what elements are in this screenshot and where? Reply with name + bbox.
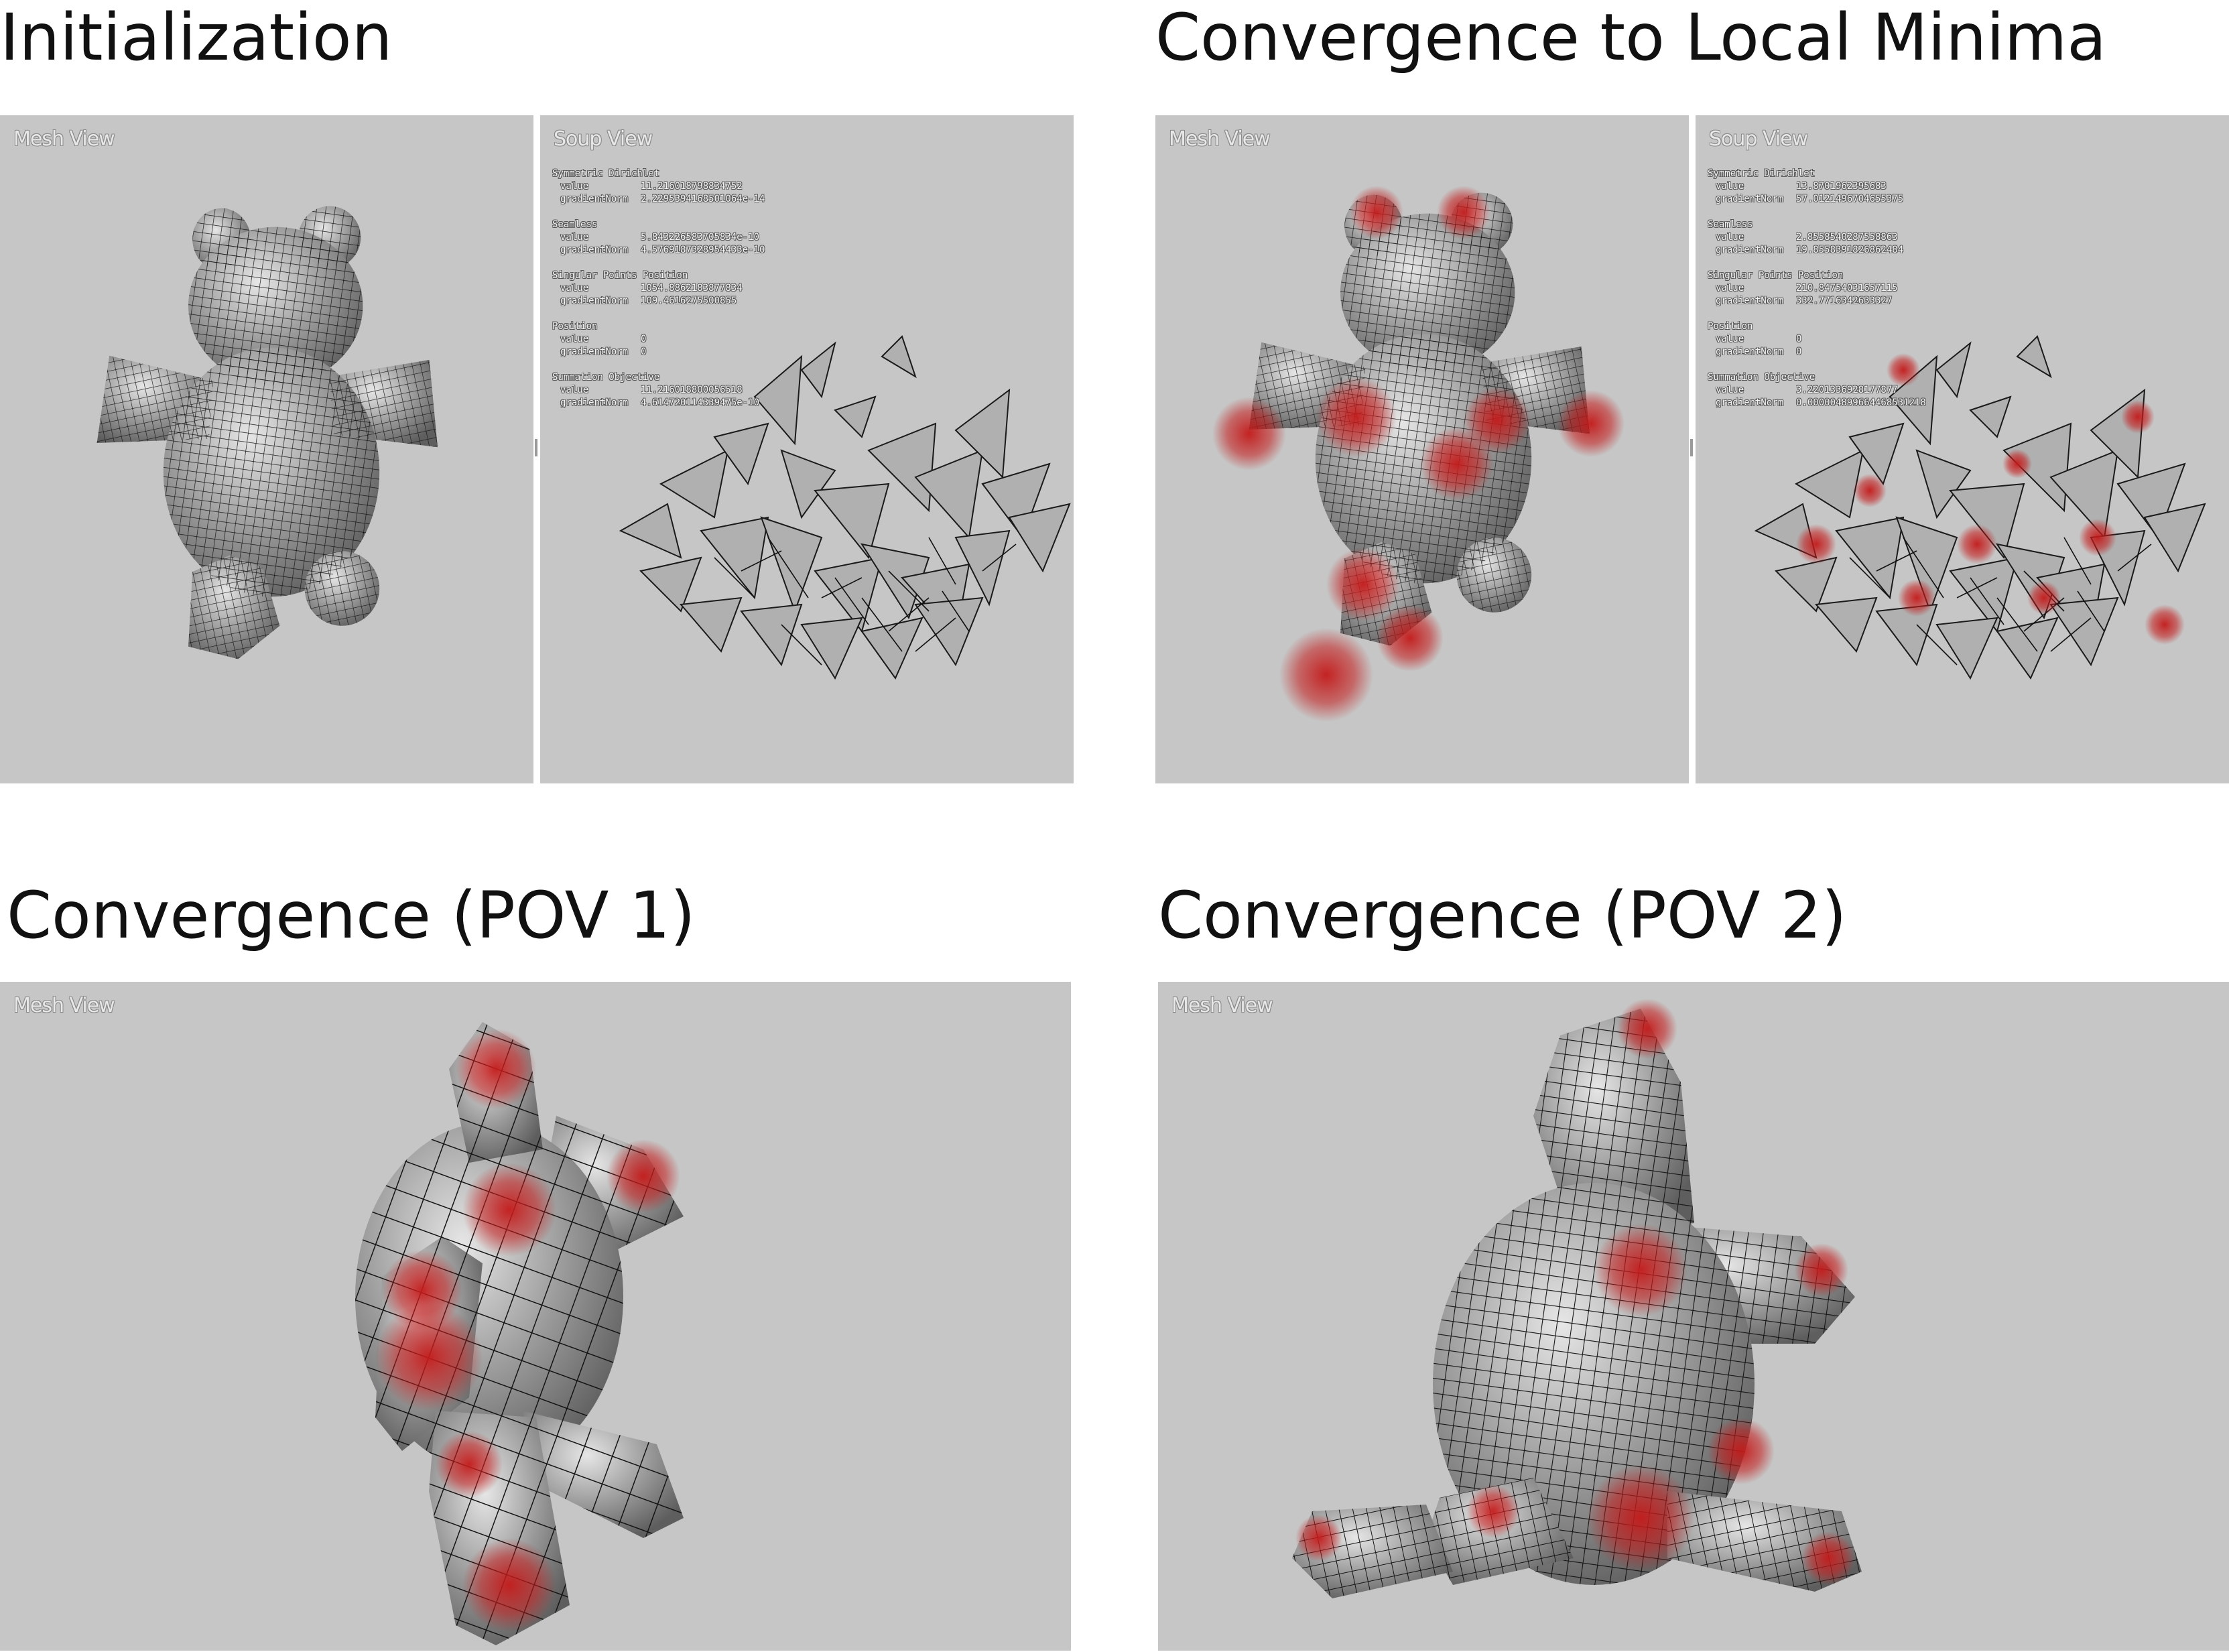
title-pov2: Convergence (POV 2)	[1158, 878, 1847, 953]
distortion-highlights	[1295, 999, 1855, 1585]
mesh-view-label: Mesh View	[1171, 994, 1273, 1017]
mesh-view-pov1[interactable]: Mesh View	[0, 982, 1071, 1651]
soup-view-label: Soup View	[1709, 127, 1808, 151]
soup-view-local-minima[interactable]: Soup View Symmetric Dirichlet value 13.87…	[1696, 115, 2229, 783]
title-local-minima: Convergence to Local Minima	[1155, 0, 2107, 75]
stats-initialization: Symmetric Dirichlet value 11.216018798834…	[552, 168, 765, 408]
view-splitter-handle[interactable]	[1690, 439, 1693, 456]
distortion-highlights	[1212, 186, 1625, 722]
soup-view-label: Soup View	[554, 127, 653, 151]
mesh-view-pov2[interactable]: Mesh View	[1158, 982, 2229, 1651]
mesh-view-label: Mesh View	[1169, 127, 1271, 151]
distortion-highlights	[375, 1029, 680, 1632]
stats-local-minima: Symmetric Dirichlet value 13.870196239568…	[1708, 168, 1926, 408]
bear-mesh-pov1	[355, 1022, 684, 1645]
mesh-view-initialization[interactable]: Mesh View	[0, 115, 533, 783]
title-pov1: Convergence (POV 1)	[7, 878, 696, 953]
mesh-soup-local-minima	[1755, 336, 2206, 679]
bear-mesh-local-minima	[1212, 186, 1625, 722]
title-initialization: Initialization	[0, 0, 393, 75]
soup-highlights	[1796, 353, 2185, 645]
mesh-view-label: Mesh View	[13, 127, 115, 151]
mesh-view-local-minima[interactable]: Mesh View	[1155, 115, 1689, 783]
bear-mesh-pov2	[1292, 999, 1862, 1598]
bear-mesh-initialization	[97, 206, 438, 659]
view-splitter-handle[interactable]	[535, 439, 537, 456]
mesh-view-label: Mesh View	[13, 994, 115, 1017]
soup-view-initialization[interactable]: Soup View Symmetric Dirichlet value 11.21…	[540, 115, 1074, 783]
